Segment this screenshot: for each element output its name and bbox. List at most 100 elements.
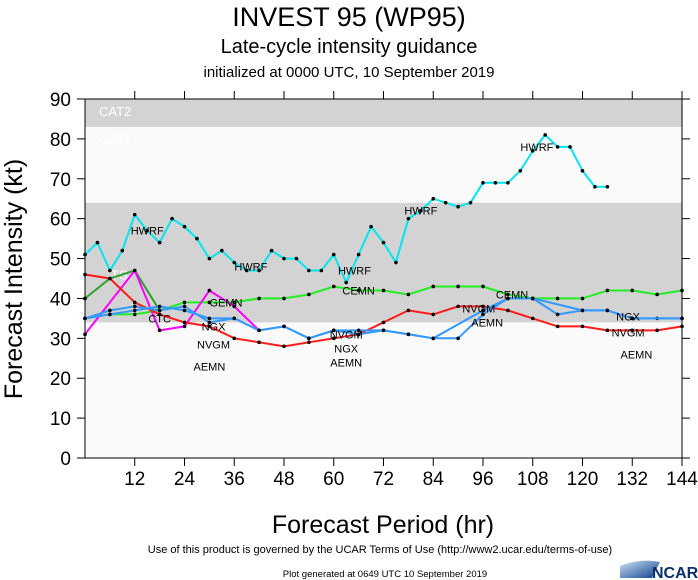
data-point-nvgm	[481, 312, 485, 317]
data-point-nvgm	[132, 304, 137, 309]
ncar-logo-text: NCAR	[652, 565, 698, 580]
data-point-hwrf	[394, 260, 398, 265]
line-label: HWRF	[520, 142, 553, 154]
data-point-aemn	[282, 344, 286, 349]
data-point-nvgm	[108, 308, 112, 313]
data-point-unnamed	[182, 324, 187, 329]
x-tick-label: 72	[373, 469, 394, 490]
y-tick-label: 40	[50, 289, 71, 310]
data-point-hwrf	[543, 133, 547, 137]
data-point-ngx	[157, 304, 162, 309]
data-point-cemn	[232, 300, 237, 305]
data-point-aemn	[456, 304, 460, 309]
data-point-hwrf	[120, 248, 125, 253]
data-point-ngx	[530, 296, 535, 301]
data-point-ngx	[207, 316, 212, 321]
y-tick-label: 70	[50, 170, 71, 191]
data-point-ngx	[282, 324, 286, 329]
data-point-hwrf	[568, 145, 572, 149]
data-point-unnamed	[232, 304, 237, 309]
data-point-hwrf	[294, 256, 299, 261]
data-point-cemn	[605, 288, 610, 293]
data-point-nvgm	[207, 320, 212, 325]
data-point-unnamed	[157, 328, 162, 333]
data-point-ngx	[431, 336, 436, 341]
line-label: NGX	[616, 311, 641, 323]
data-point-hwrf	[406, 216, 411, 221]
data-point-unnamed	[207, 288, 212, 293]
terms-of-use: Use of this product is governed by the U…	[148, 544, 612, 556]
x-tick-label: 132	[616, 469, 648, 490]
x-tick-label: 60	[323, 469, 344, 490]
data-point-cemn	[456, 284, 460, 289]
band-label: CAT2	[99, 104, 131, 119]
x-tick-label: 108	[517, 469, 549, 490]
line-label: CTC	[148, 313, 171, 325]
data-point-hwrf	[555, 145, 560, 149]
data-point-hwrf	[481, 180, 485, 185]
data-point-cemn	[282, 296, 286, 301]
x-tick-label: 120	[567, 469, 599, 490]
data-point-aemn	[580, 324, 585, 329]
data-point-ngx	[132, 308, 137, 313]
data-point-hwrf	[419, 208, 423, 213]
line-label: GEMN	[209, 297, 242, 309]
data-point-nvgm	[182, 304, 187, 309]
y-tick-label: 10	[50, 409, 71, 430]
band-label: CAT1	[99, 132, 131, 147]
line-label: AEMN	[330, 357, 362, 369]
x-tick-label: 96	[472, 469, 493, 490]
data-point-hwrf	[518, 169, 523, 173]
x-tick-label: 12	[124, 469, 145, 490]
data-point-cemn	[406, 292, 411, 297]
data-point-aemn	[605, 328, 610, 333]
y-tick-label: 50	[50, 250, 71, 271]
data-point-hwrf	[506, 180, 510, 185]
x-tick-label: 24	[174, 469, 196, 490]
data-point-hwrf	[493, 180, 498, 185]
line-label: NVGM	[462, 303, 495, 315]
data-point-hwrf	[530, 149, 535, 153]
line-label: AEMN	[193, 361, 225, 373]
data-point-ngx	[580, 308, 585, 313]
line-label: HWRF	[404, 206, 437, 218]
data-point-hwrf	[257, 268, 261, 273]
data-point-ngx	[605, 308, 610, 313]
init-time: initialized at 0000 UTC, 10 September 20…	[203, 64, 494, 81]
data-point-hwrf	[331, 252, 336, 257]
data-point-ngx	[307, 336, 311, 341]
data-point-nvgm	[356, 332, 361, 337]
data-point-aemn	[506, 308, 510, 313]
data-point-cemn	[506, 292, 510, 297]
data-point-aemn	[555, 324, 560, 329]
x-axis-label: Forecast Period (hr)	[272, 511, 494, 539]
data-point-cemn	[257, 296, 261, 301]
series-lines	[83, 133, 684, 349]
data-point-aemn	[232, 336, 237, 341]
y-tick-label: 60	[50, 210, 71, 231]
data-point-cemn	[630, 288, 635, 293]
data-point-hwrf	[170, 216, 174, 221]
data-point-hwrf	[443, 200, 448, 205]
data-point-aemn	[655, 328, 659, 333]
data-point-ngx	[381, 328, 386, 333]
series-line-ctc	[84, 269, 161, 311]
y-axis-label: Forecast Intensity (kt)	[0, 159, 28, 399]
data-point-ngx	[680, 316, 684, 321]
chart-title: INVEST 95 (WP95)	[232, 2, 466, 32]
data-point-hwrf	[282, 256, 286, 261]
data-point-nvgm	[456, 336, 460, 341]
line-label: HWRF	[131, 226, 164, 238]
data-point-cemn	[182, 300, 187, 305]
data-point-cemn	[555, 296, 560, 301]
data-point-aemn	[481, 304, 485, 309]
data-point-hwrf	[456, 204, 460, 209]
data-point-ngx	[506, 296, 510, 301]
line-label: CEMN	[496, 289, 528, 301]
x-tick-label: 144	[666, 469, 698, 490]
data-point-hwrf	[605, 184, 610, 189]
data-point-hwrf	[220, 248, 224, 253]
line-labels: HWRF HWRF HWRF HWRF HWRF GEMN CEMN CEMN CTC NGX NV…	[131, 142, 653, 373]
data-point-nvgm	[555, 312, 560, 317]
